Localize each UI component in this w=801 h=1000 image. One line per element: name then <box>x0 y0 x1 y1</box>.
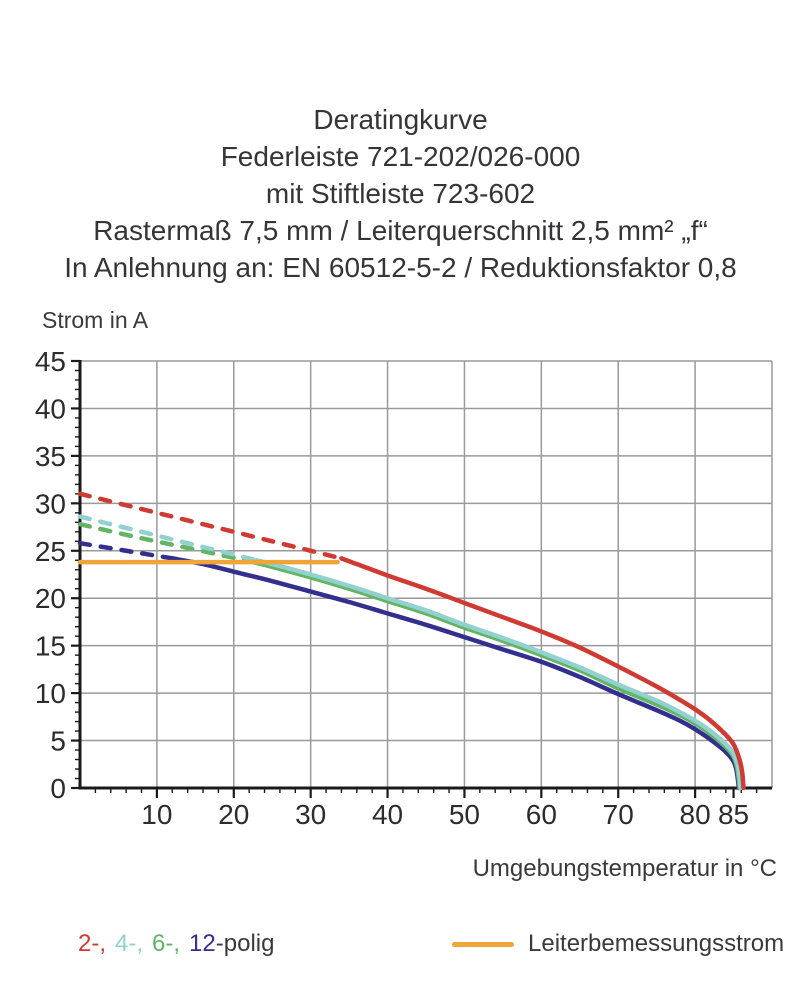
title-line-5: In Anlehnung an: EN 60512-5-2 / Reduktio… <box>64 252 737 283</box>
series-4-polig <box>77 514 743 791</box>
series-2-polig <box>77 491 746 791</box>
y-tick-label: 20 <box>35 583 66 614</box>
y-tick-label: 40 <box>35 393 66 424</box>
y-tick-label: 10 <box>35 678 66 709</box>
x-tick-label: 20 <box>218 799 249 830</box>
title-line-1: Deratingkurve <box>313 104 488 135</box>
legend-row: 2-, 4-, 6-, 12-polig Leiterbemessungsstrom <box>0 930 801 974</box>
x-tick-label: 85 <box>718 799 749 830</box>
derating-chart: 10 20 30 40 50 60 70 80 85 0 5 10 15 20 25 30 35 40 45 <box>35 346 773 830</box>
x-axis-title: Umgebungstemperatur in °C <box>472 855 777 882</box>
title-line-3: mit Stiftleiste 723-602 <box>265 178 536 209</box>
axis-ticks <box>71 359 758 798</box>
title-line-4: Rastermaß 7,5 mm / Leiterquerschnitt 2,5… <box>93 215 708 246</box>
x-tick-label: 60 <box>526 799 557 830</box>
y-tick-label: 15 <box>35 631 66 662</box>
pole-legend-item: 12 <box>189 930 216 957</box>
title-line-2: Federleiste 721-202/026-000 <box>220 141 581 172</box>
x-tick-label: 50 <box>449 799 480 830</box>
x-tick-label: 70 <box>603 799 634 830</box>
gridlines <box>80 360 773 788</box>
y-tick-label: 45 <box>35 346 66 377</box>
y-tick-label: 5 <box>50 726 66 757</box>
pole-legend-item: 6-, <box>152 930 181 957</box>
y-tick-label: 35 <box>35 441 66 472</box>
x-tick-label: 30 <box>295 799 326 830</box>
y-tick-label: 0 <box>50 773 66 804</box>
rated-current-legend: Leiterbemessungsstrom <box>452 930 784 958</box>
axes <box>78 360 772 790</box>
x-tick-label: 40 <box>372 799 403 830</box>
pole-legend-item: 4-, <box>115 930 144 957</box>
x-tick-label: 10 <box>141 799 172 830</box>
chart-title-block: Deratingkurve Federleiste 721-202/026-00… <box>0 101 801 286</box>
rated-current-line-swatch <box>452 941 514 947</box>
y-tick-label: 30 <box>35 488 66 519</box>
x-tick-label: 80 <box>680 799 711 830</box>
tick-labels: 10 20 30 40 50 60 70 80 85 0 5 10 15 20 25 30 35 40 45 <box>35 346 749 830</box>
y-tick-label: 25 <box>35 536 66 567</box>
series-12-polig <box>77 540 742 791</box>
y-axis-title: Strom in A <box>42 307 149 333</box>
poles-legend: 2-, 4-, 6-, 12-polig <box>78 930 274 958</box>
rated-current-label: Leiterbemessungsstrom <box>528 930 785 957</box>
pole-legend-item: 2-, <box>78 930 107 957</box>
pole-legend-suffix: -polig <box>215 930 275 957</box>
